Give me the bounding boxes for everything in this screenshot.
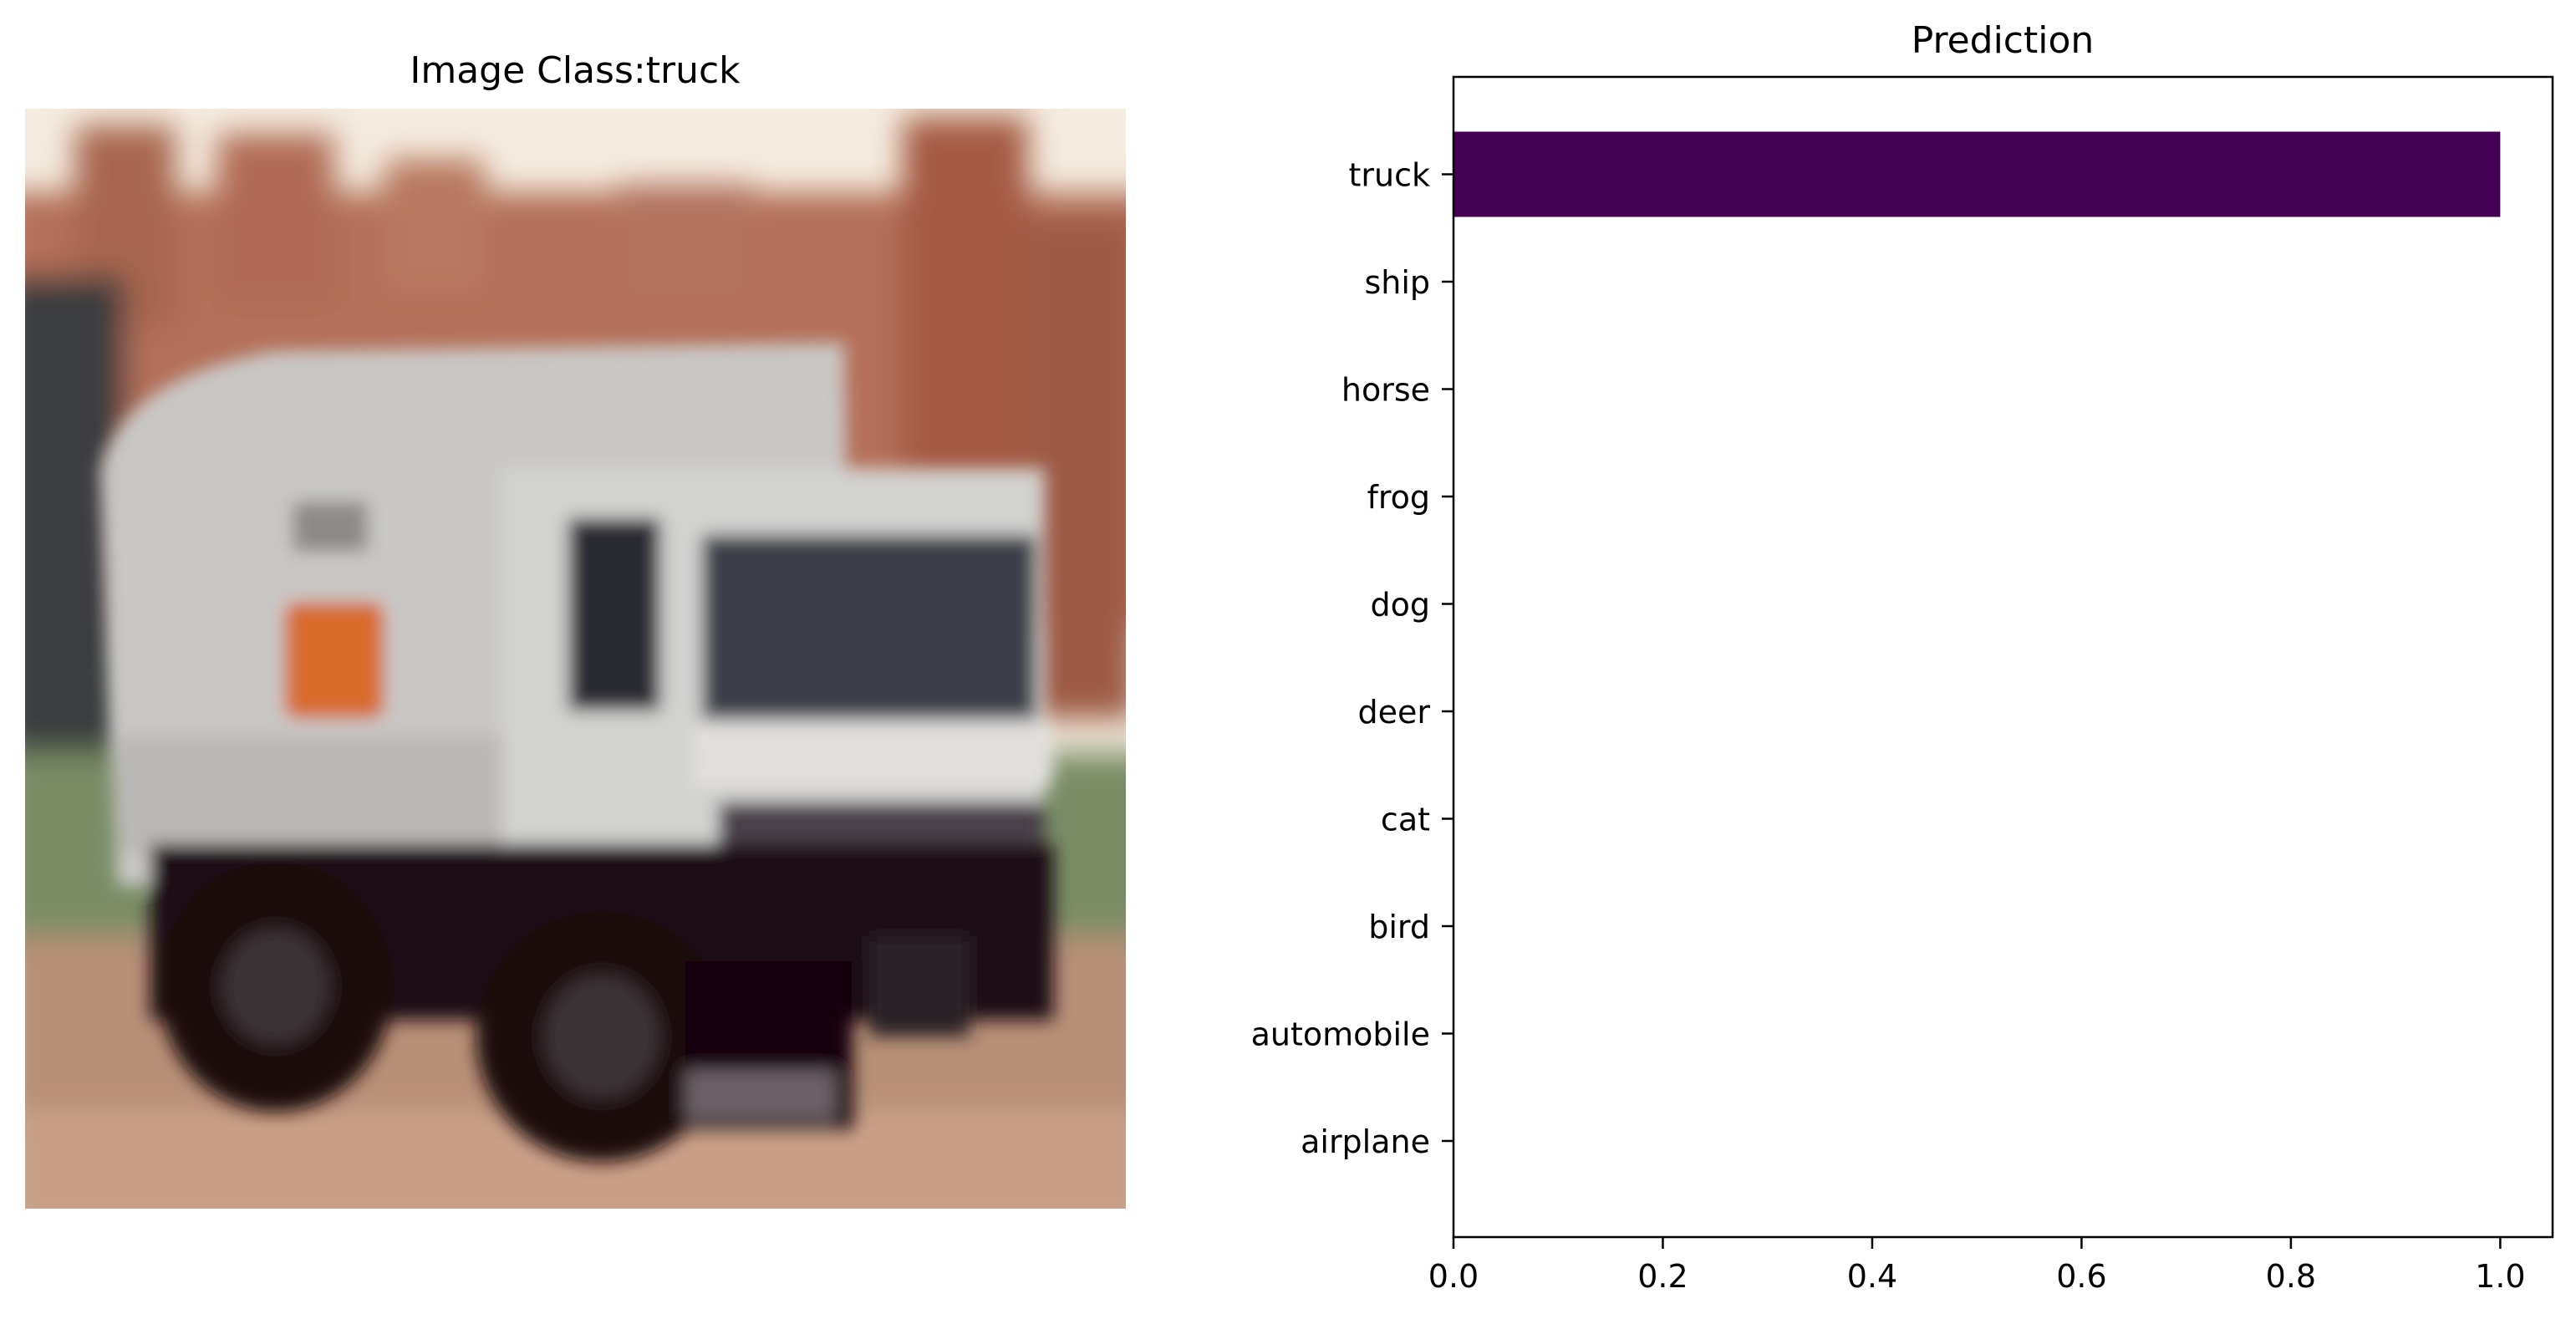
x-tick-label: 0.4 xyxy=(1847,1258,1897,1295)
y-tick-label-airplane: airplane xyxy=(1301,1123,1430,1160)
x-axis: 0.0 0.2 0.4 0.6 0.8 1.0 xyxy=(1428,1237,2526,1295)
axes-frame xyxy=(1452,75,2554,1239)
y-tick-label-bird: bird xyxy=(1368,909,1430,945)
y-tick-label-ship: ship xyxy=(1364,264,1430,301)
prediction-chart: Prediction airplane automobile bird cat deer… xyxy=(1251,19,2554,1295)
y-tick-label-automobile: automobile xyxy=(1251,1016,1430,1053)
y-tick-label-deer: deer xyxy=(1357,694,1430,731)
y-tick-label-horse: horse xyxy=(1341,372,1430,409)
plot-area xyxy=(1453,131,2501,217)
x-tick-label: 0.2 xyxy=(1637,1258,1688,1295)
bar-truck xyxy=(1453,131,2501,217)
y-tick-label-cat: cat xyxy=(1381,802,1430,838)
y-tick-label-frog: frog xyxy=(1367,479,1430,516)
x-tick-label: 0.8 xyxy=(2266,1258,2316,1295)
image-panel: Image Class:truck xyxy=(25,49,1126,1209)
image-title: Image Class:truck xyxy=(410,49,741,92)
y-tick-label-truck: truck xyxy=(1348,157,1430,194)
chart-title: Prediction xyxy=(1912,19,2095,62)
x-tick-label: 1.0 xyxy=(2475,1258,2525,1295)
y-tick-label-dog: dog xyxy=(1371,587,1431,624)
x-tick-label: 0.6 xyxy=(2056,1258,2106,1295)
x-tick-label: 0.0 xyxy=(1428,1258,1479,1295)
y-axis: airplane automobile bird cat deer dog frog hors… xyxy=(1251,157,1453,1160)
truck-image xyxy=(25,109,1126,1209)
